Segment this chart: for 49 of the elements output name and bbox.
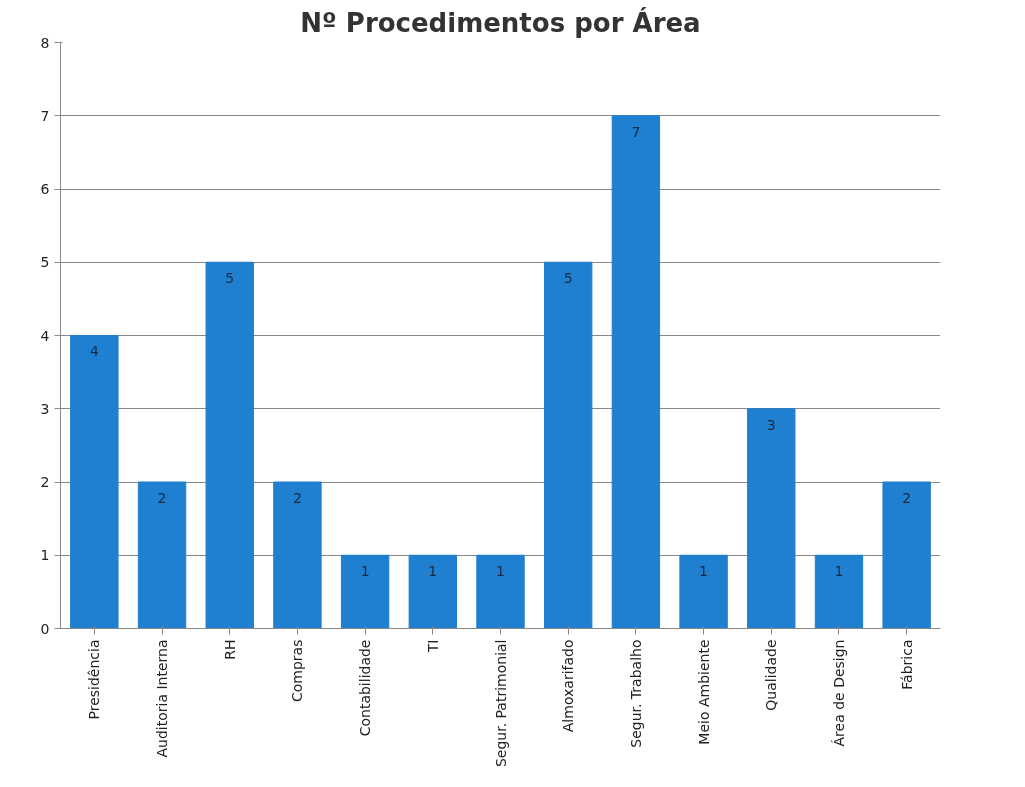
y-tick-label: 5 (40, 254, 50, 271)
bar (273, 481, 322, 629)
data-label: 4 (89, 343, 99, 360)
x-tick-label: Segur. Trabalho (627, 639, 644, 748)
chart-title: Nº Procedimentos por Área (300, 6, 701, 38)
x-tick-label: Área de Design (830, 639, 847, 747)
bar (679, 554, 728, 629)
data-label: 1 (360, 563, 370, 580)
x-tick-label: Contabilidade (357, 639, 374, 737)
data-label: 1 (834, 563, 844, 580)
y-tick-label: 1 (40, 547, 50, 564)
bar (611, 115, 661, 629)
data-label: 7 (631, 123, 641, 140)
y-tick-label: 4 (40, 327, 50, 344)
bar (205, 261, 254, 629)
data-label: 3 (766, 416, 776, 433)
data-label: 2 (902, 489, 912, 506)
x-tick-label: Fábrica (898, 639, 915, 690)
bar (476, 554, 525, 629)
data-label: 2 (292, 489, 302, 506)
y-tick-label: 2 (40, 474, 50, 490)
data-label: 1 (496, 563, 505, 580)
bar (544, 261, 593, 629)
x-tick-label: Presidência (86, 639, 103, 720)
y-tick-label: 7 (40, 107, 50, 124)
bar (70, 335, 119, 629)
data-label: 5 (225, 270, 235, 287)
bar (340, 554, 390, 629)
x-tick-label: Qualidade (763, 639, 780, 711)
y-tick-label: 0 (40, 620, 50, 637)
data-label: 1 (699, 563, 709, 580)
y-tick-label: 6 (40, 181, 50, 197)
y-tick-label: 8 (40, 34, 50, 51)
x-tick-label: Compras (289, 639, 306, 702)
x-tick-label: Segur. Patrimonial (492, 639, 509, 768)
x-tick-label: RH (221, 639, 238, 660)
x-tick-label: Almoxarifado (560, 639, 577, 733)
x-tick-label: Meio Ambiente (695, 639, 712, 745)
bar (408, 554, 457, 629)
x-tick-label: TI (424, 639, 441, 654)
data-label: 2 (157, 489, 167, 506)
data-label: 5 (563, 270, 573, 287)
bar (137, 481, 187, 629)
x-tick-label: Auditoria Interna (154, 639, 171, 758)
bar (747, 408, 796, 629)
data-label: 1 (428, 563, 438, 580)
y-tick-label: 3 (40, 400, 50, 417)
bar (814, 554, 864, 629)
bar (882, 481, 931, 629)
